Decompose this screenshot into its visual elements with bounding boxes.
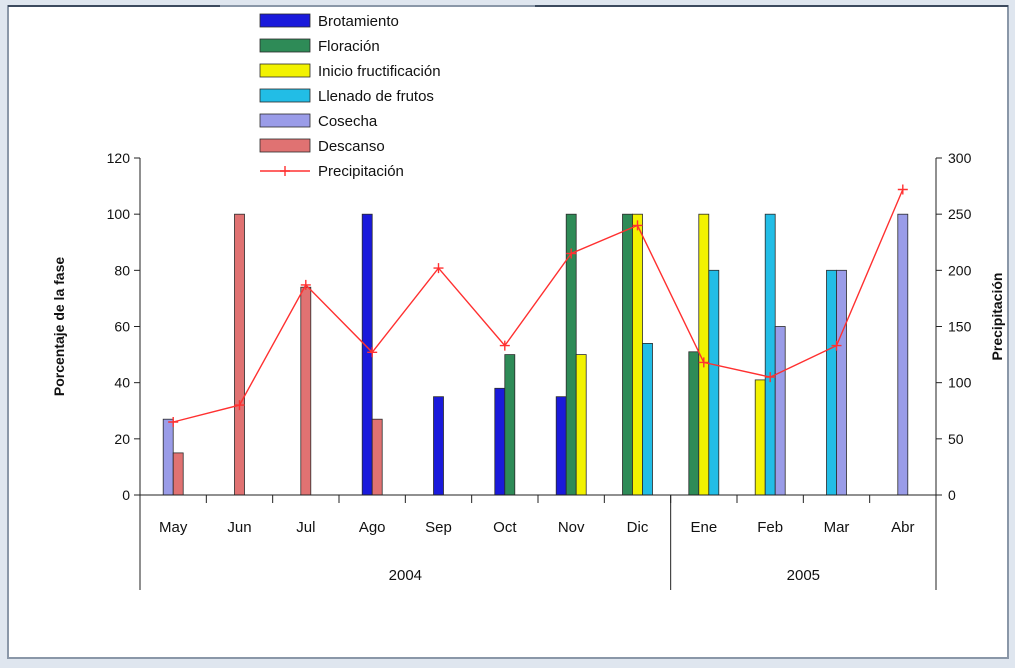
year-group-label: 2005 (787, 567, 820, 584)
bar-brotamiento-ago (361, 213, 373, 496)
x-axis-tick-label: Ago (359, 519, 386, 536)
left-axis-tick-label: 0 (122, 487, 130, 503)
legend-label: Precipitación (318, 163, 404, 180)
x-axis-tick-label: Mar (824, 519, 850, 536)
x-axis-tick-label: Jun (227, 519, 251, 536)
bar-descanso-jun (234, 213, 245, 496)
precipitation-marker-mar (831, 340, 842, 351)
bar-floraci-n-ene (688, 351, 700, 496)
right-axis-tick-label: 200 (948, 262, 972, 278)
left-axis-tick-label: 80 (114, 262, 130, 278)
bar-cosecha-abr (897, 213, 909, 496)
right-axis-tick-label: 0 (948, 487, 956, 503)
bar-brotamiento-nov (555, 396, 567, 496)
precipitation-marker-oct (499, 340, 510, 351)
right-axis-tick-label: 300 (948, 150, 972, 166)
x-axis-tick-label: Oct (493, 519, 517, 536)
legend-label: Inicio fructificación (318, 63, 441, 80)
x-axis-tick-label: Sep (425, 519, 452, 536)
bar-descanso-may (172, 452, 184, 496)
legend-label: Cosecha (318, 113, 378, 130)
bar-inicio-fructificaci-n-dic (632, 213, 643, 496)
right-axis-tick-label: 250 (948, 206, 972, 222)
left-axis-tick-label: 20 (114, 431, 130, 447)
x-axis-tick-label: Abr (891, 519, 914, 536)
bar-cosecha-may (162, 418, 174, 496)
precipitation-marker-abr (897, 184, 908, 195)
left-axis-tick-label: 100 (107, 206, 131, 222)
legend-swatch-precipitation-marker (280, 166, 290, 176)
legend-swatch-inicio-fructificaci-n (259, 63, 311, 78)
precipitation-marker-jul (300, 279, 311, 290)
precipitation-marker-jun (234, 400, 245, 411)
axes: 0 20 40 60 80 100 120 0 50 100 150 200 250 300 Porcent… (51, 150, 1005, 590)
x-axis-tick-label: Nov (558, 519, 585, 536)
bar-descanso-jul (300, 286, 312, 496)
chart-background (7, 5, 1009, 659)
legend-swatch-floraci-n (259, 38, 311, 53)
bar-brotamiento-oct (494, 387, 506, 496)
legend-label: Descanso (318, 138, 385, 155)
bar-inicio-fructificaci-n-feb (754, 379, 766, 496)
precipitation-marker-ene (698, 357, 709, 368)
x-axis-tick-label: Ene (690, 519, 717, 536)
bar-llenado-de-frutos-feb (764, 213, 776, 496)
bar-cosecha-mar (836, 269, 847, 496)
x-axis-tick-label: Jul (296, 519, 315, 536)
bar-floraci-n-oct (504, 354, 516, 496)
plot-area (162, 184, 909, 496)
precipitation-marker-nov (566, 248, 577, 259)
x-axis-tick-label: May (159, 519, 188, 536)
legend-swatch-brotamiento (259, 13, 311, 28)
bar-descanso-ago (371, 418, 383, 496)
bar-llenado-de-frutos-mar (826, 269, 837, 496)
bar-brotamiento-sep (433, 396, 444, 496)
right-axis-tick-label: 50 (948, 431, 964, 447)
precipitation-marker-feb (765, 372, 776, 383)
left-axis-tick-label: 120 (107, 150, 131, 166)
legend-swatch-llenado-de-frutos (259, 88, 311, 103)
precipitation-marker-sep (433, 263, 444, 274)
precipitation-marker-may (168, 417, 179, 427)
precipitation-line (173, 189, 904, 423)
legend-swatch-descanso (259, 138, 311, 153)
right-axis-tick-label: 100 (948, 375, 972, 391)
legend-label: Floración (318, 38, 380, 55)
right-axis-tick-label: 150 (948, 319, 972, 335)
bar-llenado-de-frutos-dic (642, 342, 653, 496)
legend-swatch-cosecha (259, 113, 311, 128)
bar-cosecha-feb (774, 326, 786, 496)
precipitation-marker-dic (632, 220, 643, 231)
bar-llenado-de-frutos-ene (708, 269, 720, 496)
left-axis-title: Porcentaje de la fase (51, 257, 67, 397)
bar-inicio-fructificaci-n-nov (575, 354, 587, 496)
legend-label: Brotamiento (318, 13, 399, 30)
bar-floraci-n-dic (622, 213, 633, 496)
x-axis-tick-label: Feb (757, 519, 783, 536)
precipitation-marker-ago (367, 347, 378, 358)
left-axis-tick-label: 40 (114, 375, 130, 391)
x-axis-tick-label: Dic (627, 519, 649, 536)
left-axis-tick-label: 60 (114, 319, 130, 335)
year-group-label: 2004 (389, 567, 422, 584)
legend: Brotamiento Floración Inicio fructificació… (259, 13, 441, 180)
right-axis-title: Precipitación (989, 273, 1005, 361)
legend-label: Llenado de frutos (318, 88, 434, 105)
